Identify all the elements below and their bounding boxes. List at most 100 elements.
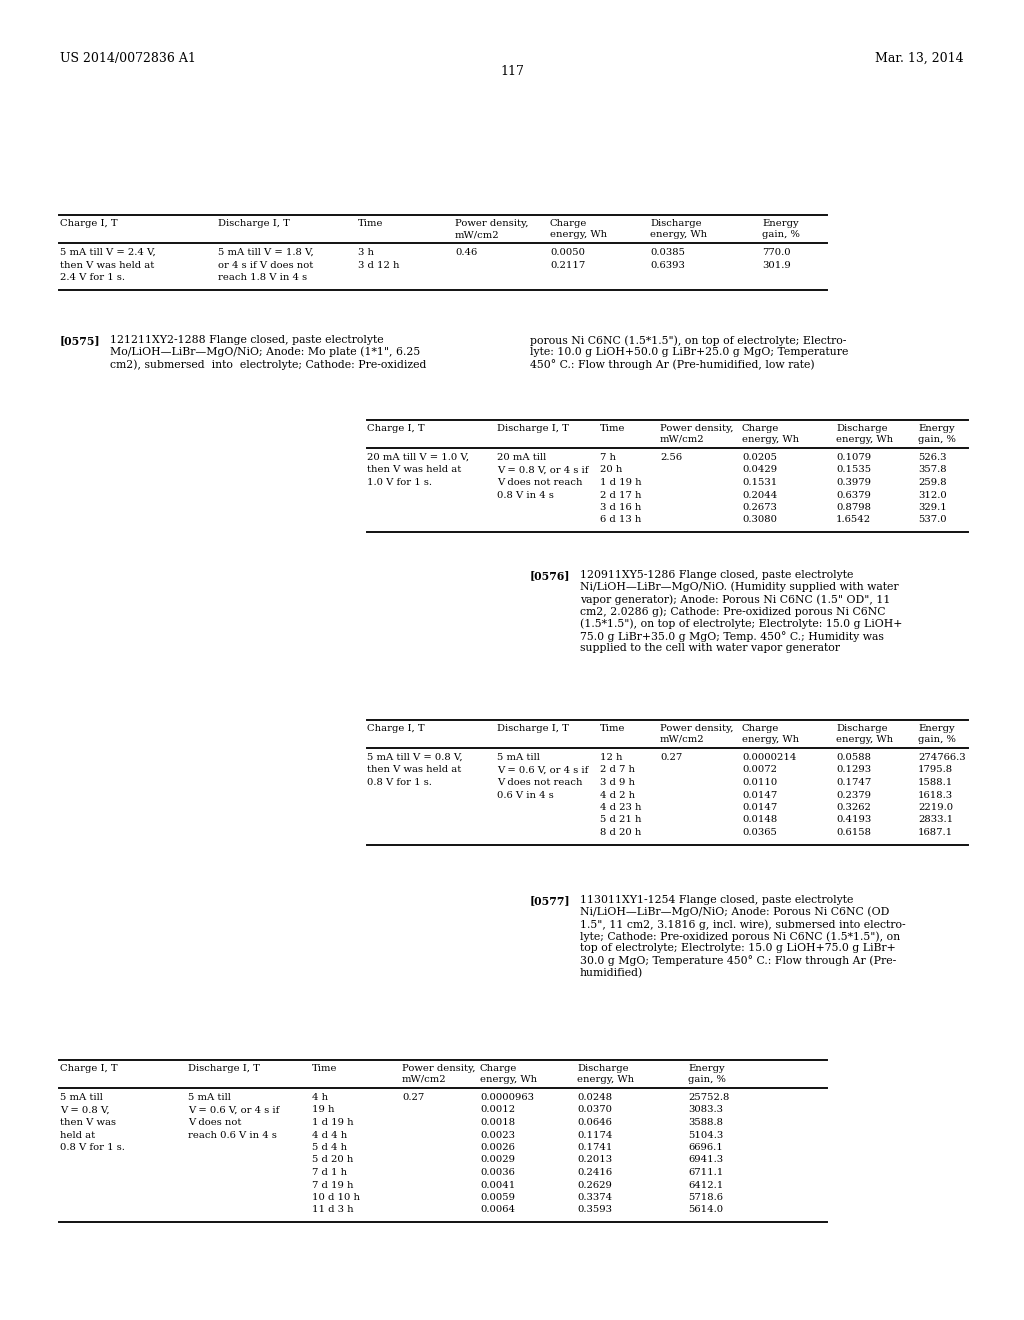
Text: Time: Time <box>600 723 626 733</box>
Text: 526.3: 526.3 <box>918 453 946 462</box>
Text: 274766.3: 274766.3 <box>918 752 966 762</box>
Text: 0.0029: 0.0029 <box>480 1155 515 1164</box>
Text: 113011XY1-1254 Flange closed, paste electrolyte
Ni/LiOH—LiBr—MgO/NiO; Anode: Por: 113011XY1-1254 Flange closed, paste elec… <box>580 895 905 978</box>
Text: 3083.3: 3083.3 <box>688 1106 723 1114</box>
Text: 0.0000963: 0.0000963 <box>480 1093 534 1102</box>
Text: 0.0059: 0.0059 <box>480 1193 515 1203</box>
Text: 0.1741: 0.1741 <box>577 1143 612 1152</box>
Text: 259.8: 259.8 <box>918 478 946 487</box>
Text: Discharge I, T: Discharge I, T <box>188 1064 260 1073</box>
Text: 6941.3: 6941.3 <box>688 1155 723 1164</box>
Text: [0576]: [0576] <box>530 570 570 581</box>
Text: 0.0148: 0.0148 <box>742 816 777 825</box>
Text: 0.1747: 0.1747 <box>836 777 871 787</box>
Text: 5614.0: 5614.0 <box>688 1205 723 1214</box>
Text: V does not: V does not <box>188 1118 242 1127</box>
Text: then V was held at: then V was held at <box>367 766 461 775</box>
Text: energy, Wh: energy, Wh <box>480 1074 538 1084</box>
Text: 2219.0: 2219.0 <box>918 803 953 812</box>
Text: 0.2044: 0.2044 <box>742 491 777 499</box>
Text: 0.3262: 0.3262 <box>836 803 870 812</box>
Text: 4 d 2 h: 4 d 2 h <box>600 791 635 800</box>
Text: 5 mA till V = 1.8 V,: 5 mA till V = 1.8 V, <box>218 248 313 257</box>
Text: 0.3080: 0.3080 <box>742 516 777 524</box>
Text: Charge I, T: Charge I, T <box>60 219 118 228</box>
Text: 7 d 1 h: 7 d 1 h <box>312 1168 347 1177</box>
Text: 1 d 19 h: 1 d 19 h <box>600 478 642 487</box>
Text: Charge: Charge <box>742 723 779 733</box>
Text: gain, %: gain, % <box>762 230 800 239</box>
Text: 6696.1: 6696.1 <box>688 1143 723 1152</box>
Text: 20 mA till: 20 mA till <box>497 453 546 462</box>
Text: 2.4 V for 1 s.: 2.4 V for 1 s. <box>60 273 125 282</box>
Text: 8 d 20 h: 8 d 20 h <box>600 828 641 837</box>
Text: 0.2117: 0.2117 <box>550 260 586 269</box>
Text: 0.0026: 0.0026 <box>480 1143 515 1152</box>
Text: Discharge I, T: Discharge I, T <box>218 219 290 228</box>
Text: Mar. 13, 2014: Mar. 13, 2014 <box>876 51 964 65</box>
Text: 3 d 9 h: 3 d 9 h <box>600 777 635 787</box>
Text: mW/cm2: mW/cm2 <box>660 436 705 444</box>
Text: US 2014/0072836 A1: US 2014/0072836 A1 <box>60 51 196 65</box>
Text: 25752.8: 25752.8 <box>688 1093 729 1102</box>
Text: 0.2416: 0.2416 <box>577 1168 612 1177</box>
Text: mW/cm2: mW/cm2 <box>660 735 705 744</box>
Text: 5 mA till: 5 mA till <box>60 1093 102 1102</box>
Text: Energy: Energy <box>918 723 954 733</box>
Text: 0.6379: 0.6379 <box>836 491 870 499</box>
Text: 121211XY2-1288 Flange closed, paste electrolyte
Mo/LiOH—LiBr—MgO/NiO; Anode: Mo : 121211XY2-1288 Flange closed, paste elec… <box>110 335 426 370</box>
Text: Charge: Charge <box>742 424 779 433</box>
Text: 5 mA till: 5 mA till <box>188 1093 230 1102</box>
Text: 0.0147: 0.0147 <box>742 791 777 800</box>
Text: V does not reach: V does not reach <box>497 777 583 787</box>
Text: 5718.6: 5718.6 <box>688 1193 723 1203</box>
Text: 20 h: 20 h <box>600 466 623 474</box>
Text: 0.2013: 0.2013 <box>577 1155 612 1164</box>
Text: Power density,: Power density, <box>660 424 733 433</box>
Text: 7 d 19 h: 7 d 19 h <box>312 1180 353 1189</box>
Text: 20 mA till V = 1.0 V,: 20 mA till V = 1.0 V, <box>367 453 469 462</box>
Text: Charge I, T: Charge I, T <box>367 723 425 733</box>
Text: gain, %: gain, % <box>918 735 955 744</box>
Text: 0.3593: 0.3593 <box>577 1205 612 1214</box>
Text: porous Ni C6NC (1.5*1.5"), on top of electrolyte; Electro-
lyte: 10.0 g LiOH+50.: porous Ni C6NC (1.5*1.5"), on top of ele… <box>530 335 848 370</box>
Text: V = 0.8 V, or 4 s if: V = 0.8 V, or 4 s if <box>497 466 589 474</box>
Text: 0.1079: 0.1079 <box>836 453 871 462</box>
Text: 0.8 V for 1 s.: 0.8 V for 1 s. <box>60 1143 125 1152</box>
Text: 0.2629: 0.2629 <box>577 1180 612 1189</box>
Text: 0.0429: 0.0429 <box>742 466 777 474</box>
Text: V does not reach: V does not reach <box>497 478 583 487</box>
Text: 6 d 13 h: 6 d 13 h <box>600 516 641 524</box>
Text: V = 0.6 V, or 4 s if: V = 0.6 V, or 4 s if <box>497 766 589 775</box>
Text: 0.0110: 0.0110 <box>742 777 777 787</box>
Text: 5 d 21 h: 5 d 21 h <box>600 816 641 825</box>
Text: Time: Time <box>358 219 384 228</box>
Text: 2833.1: 2833.1 <box>918 816 953 825</box>
Text: mW/cm2: mW/cm2 <box>455 230 500 239</box>
Text: 0.27: 0.27 <box>660 752 682 762</box>
Text: 0.0385: 0.0385 <box>650 248 685 257</box>
Text: Discharge: Discharge <box>650 219 701 228</box>
Text: 329.1: 329.1 <box>918 503 947 512</box>
Text: 3 d 16 h: 3 d 16 h <box>600 503 641 512</box>
Text: Charge: Charge <box>550 219 588 228</box>
Text: 0.1293: 0.1293 <box>836 766 871 775</box>
Text: reach 0.6 V in 4 s: reach 0.6 V in 4 s <box>188 1130 276 1139</box>
Text: energy, Wh: energy, Wh <box>836 735 893 744</box>
Text: [0575]: [0575] <box>60 335 100 346</box>
Text: mW/cm2: mW/cm2 <box>402 1074 446 1084</box>
Text: 0.0064: 0.0064 <box>480 1205 515 1214</box>
Text: 0.0050: 0.0050 <box>550 248 585 257</box>
Text: [0577]: [0577] <box>530 895 570 906</box>
Text: 0.0023: 0.0023 <box>480 1130 515 1139</box>
Text: 0.46: 0.46 <box>455 248 477 257</box>
Text: 2 d 17 h: 2 d 17 h <box>600 491 641 499</box>
Text: Discharge: Discharge <box>577 1064 629 1073</box>
Text: Charge: Charge <box>480 1064 517 1073</box>
Text: 7 h: 7 h <box>600 453 616 462</box>
Text: Power density,: Power density, <box>455 219 528 228</box>
Text: 0.6393: 0.6393 <box>650 260 685 269</box>
Text: Energy: Energy <box>918 424 954 433</box>
Text: 6412.1: 6412.1 <box>688 1180 723 1189</box>
Text: 3 h: 3 h <box>358 248 374 257</box>
